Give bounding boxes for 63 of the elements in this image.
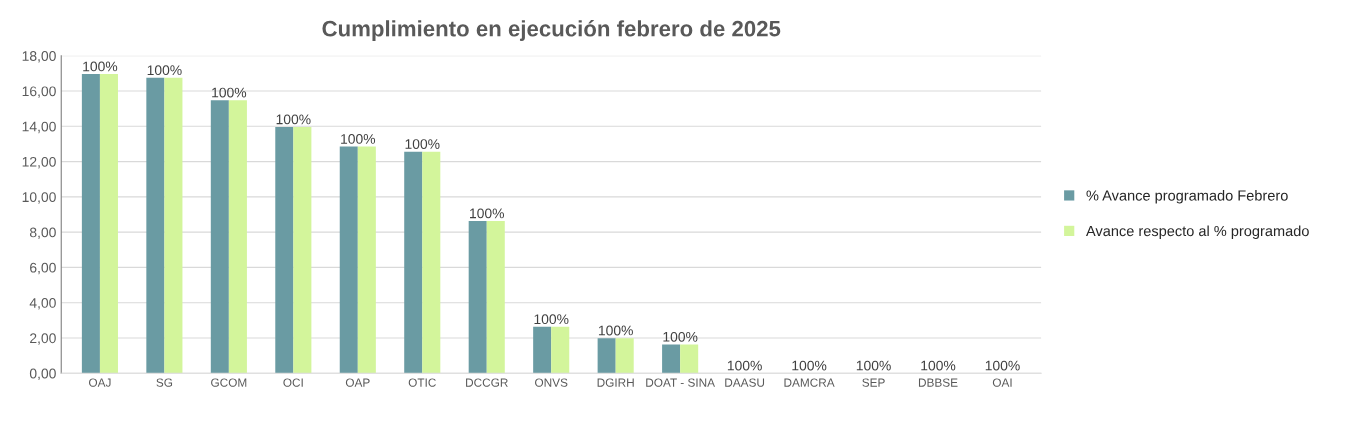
annotation: 100% xyxy=(534,314,569,325)
annotation: 100% xyxy=(985,360,1020,371)
annotation: 100% xyxy=(598,325,633,336)
chart-title: Cumplimiento en ejecución febrero de 2025 xyxy=(322,20,781,41)
annotation: 100% xyxy=(276,114,311,125)
bar xyxy=(404,151,423,374)
annotation: 100% xyxy=(856,360,891,371)
x-tick-label: DAMCRA xyxy=(784,378,835,387)
y-tick-label: 0,00 xyxy=(29,368,56,381)
annotation: 100% xyxy=(470,208,504,219)
bar xyxy=(275,127,294,374)
bar xyxy=(422,151,441,374)
x-tick-label: DGIRH xyxy=(597,378,634,387)
y-tick-label: 10,00 xyxy=(22,192,56,204)
bar xyxy=(164,77,183,374)
x-tick-label: OTIC xyxy=(408,378,436,387)
x-tick-label: ONVS xyxy=(535,378,568,387)
bar xyxy=(533,326,552,374)
y-tick-label: 4,00 xyxy=(29,298,56,310)
y-tick-label: 18,00 xyxy=(22,51,56,63)
x-tick-label: DCCGR xyxy=(466,378,508,387)
x-tick-label: SEP xyxy=(862,378,885,387)
x-tick-label: OAJ xyxy=(89,378,111,387)
bar xyxy=(210,100,229,374)
annotation: 100% xyxy=(663,331,698,342)
bar xyxy=(486,221,505,374)
bar xyxy=(357,146,376,374)
bar xyxy=(597,338,616,374)
x-tick-label: OCI xyxy=(283,378,303,387)
y-tick-label: 8,00 xyxy=(29,227,56,239)
bar xyxy=(551,326,570,374)
bar xyxy=(293,127,312,374)
annotation: 100% xyxy=(727,360,762,371)
bar xyxy=(228,100,247,374)
x-tick-label: DBBSE xyxy=(918,378,958,387)
bar xyxy=(615,338,634,374)
annotation: 100% xyxy=(83,61,118,72)
bar xyxy=(146,77,165,374)
y-tick-label: 2,00 xyxy=(30,333,56,345)
y-tick-label: 6,00 xyxy=(30,262,56,275)
annotation: 100% xyxy=(921,360,956,371)
bar xyxy=(339,146,358,374)
x-tick-label: OAI xyxy=(992,378,1012,387)
bar xyxy=(99,74,118,374)
y-tick-label: 12,00 xyxy=(22,156,56,169)
annotation: 100% xyxy=(212,87,247,98)
bar xyxy=(468,221,487,374)
y-tick-label: 16,00 xyxy=(22,86,56,98)
x-tick-label: DOAT - SINA xyxy=(646,378,715,387)
x-tick-label: GCOM xyxy=(211,378,247,387)
annotation: 100% xyxy=(792,360,827,371)
x-tick-label: DAASU xyxy=(725,378,765,387)
annotation: 100% xyxy=(405,139,440,149)
bar xyxy=(662,344,681,374)
annotation: 100% xyxy=(147,65,182,76)
legend-label: Avance respecto al % programado xyxy=(1085,225,1309,240)
legend-label: % Avance programado Febrero xyxy=(1086,189,1288,204)
annotation: 100% xyxy=(341,134,376,144)
y-tick-label: 14,00 xyxy=(22,121,56,134)
bar xyxy=(680,344,699,374)
x-tick-label: SG xyxy=(156,378,173,387)
x-tick-label: OAP xyxy=(345,378,370,387)
bar xyxy=(81,74,100,374)
